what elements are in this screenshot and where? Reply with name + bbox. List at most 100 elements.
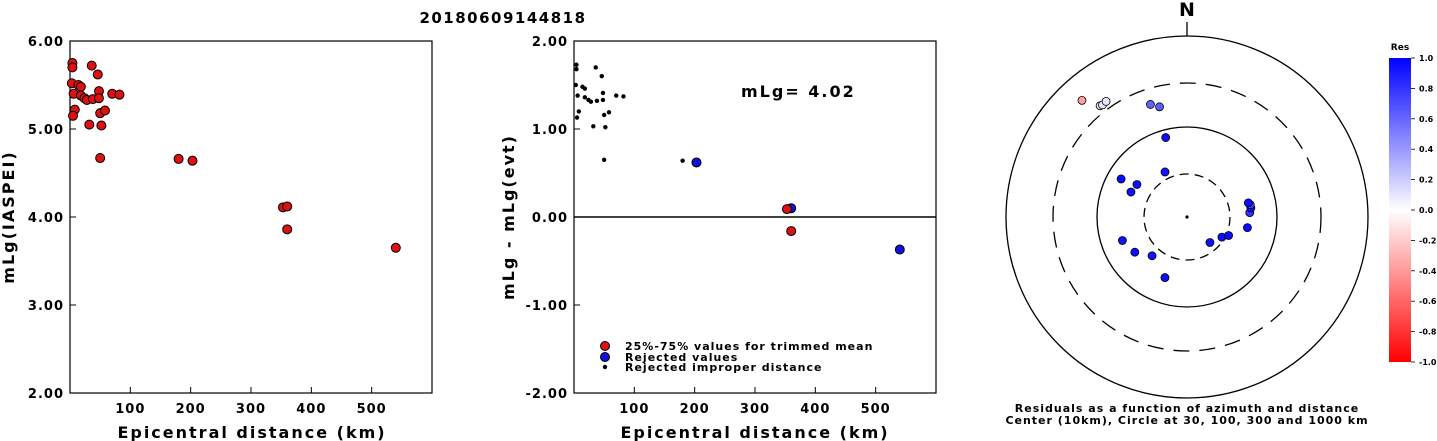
middle-improper-point bbox=[593, 65, 598, 70]
polar-station-point bbox=[1130, 247, 1140, 257]
polar-station-point bbox=[1243, 223, 1252, 233]
middle-legend: 25%-75% values for trimmed mean Rejected… bbox=[600, 340, 873, 374]
middle-improper-point bbox=[582, 95, 588, 100]
middle-improper-point bbox=[621, 94, 626, 99]
legend-rejected-marker bbox=[600, 352, 610, 362]
left-x-tick-label: 300 bbox=[236, 402, 266, 417]
polar-station-point bbox=[1116, 174, 1126, 184]
middle-improper-point bbox=[582, 86, 588, 91]
middle-trimmed-point bbox=[786, 226, 797, 237]
left-data-point bbox=[99, 105, 110, 116]
left-data-point bbox=[282, 224, 293, 235]
left-chart: 100 200 300 400 500 2.00 3.00 4.00 5.00 6.00 Epic… bbox=[0, 35, 433, 441]
ring-30km bbox=[1143, 173, 1231, 261]
middle-improper-point bbox=[574, 115, 580, 120]
north-label: N bbox=[1179, 0, 1195, 21]
polar-station-point bbox=[1118, 236, 1127, 245]
middle-x-tick-label: 400 bbox=[800, 402, 830, 417]
colorbar-tick-label: 0.6 bbox=[1419, 115, 1434, 124]
center-marker bbox=[1185, 215, 1189, 219]
colorbar-gradient bbox=[1389, 58, 1411, 362]
middle-improper-point bbox=[600, 90, 606, 96]
left-x-tick-label: 100 bbox=[115, 402, 145, 417]
left-x-tick-label: 500 bbox=[357, 402, 387, 417]
colorbar-tick-label: 0.0 bbox=[1419, 206, 1434, 215]
colorbar-tick-label: -0.4 bbox=[1419, 267, 1437, 276]
middle-improper-point bbox=[575, 93, 580, 98]
legend-rejected-label: Rejected values bbox=[625, 351, 738, 364]
left-data-point bbox=[92, 69, 103, 80]
polar-station-point bbox=[1126, 187, 1136, 197]
polar-station-point bbox=[1160, 167, 1170, 177]
ring-300km bbox=[1052, 82, 1322, 352]
polar-station-point bbox=[1155, 102, 1164, 112]
left-data-point bbox=[86, 60, 97, 71]
left-data-point bbox=[93, 93, 104, 104]
middle-point-layer bbox=[573, 62, 905, 255]
middle-improper-point bbox=[574, 62, 579, 67]
polar-station-point bbox=[1146, 100, 1155, 109]
middle-y-tick-label: -2.00 bbox=[526, 387, 568, 402]
left-data-point bbox=[75, 81, 86, 92]
middle-tick-layer: 100 200 300 400 500 -2.00 -1.00 0.00 1.00 2.00 bbox=[526, 35, 891, 417]
middle-y-tick-label: -1.00 bbox=[526, 299, 568, 314]
left-data-point bbox=[67, 62, 78, 73]
middle-rejected-point bbox=[894, 244, 905, 255]
colorbar-tick-layer: 1.0 0.8 0.6 0.4 0.2 0.0 -0.2 -0.4 -0.6 -0.8 -1.0 bbox=[1411, 54, 1437, 367]
left-data-point bbox=[68, 110, 79, 121]
middle-improper-point bbox=[576, 109, 582, 114]
middle-x-tick-label: 500 bbox=[861, 402, 891, 417]
left-y-tick-label: 3.00 bbox=[28, 299, 64, 314]
polar-station-point bbox=[1243, 198, 1253, 208]
polar-station-point bbox=[1160, 273, 1170, 282]
polar-station-point bbox=[1147, 251, 1157, 261]
colorbar-tick-label: -0.8 bbox=[1419, 328, 1437, 337]
middle-x-axis-label: Epicentral distance (km) bbox=[620, 423, 889, 441]
middle-improper-point bbox=[588, 99, 594, 104]
legend-improper-label: Rejected improper distance bbox=[625, 361, 822, 374]
left-y-tick-label: 2.00 bbox=[28, 387, 64, 402]
middle-improper-point bbox=[594, 98, 600, 104]
left-data-point bbox=[96, 120, 107, 131]
middle-annotation-mlg: mLg= 4.02 bbox=[741, 82, 856, 101]
polar-station-point bbox=[1161, 133, 1171, 142]
middle-y-tick-label: 0.00 bbox=[532, 211, 568, 226]
middle-x-tick-label: 200 bbox=[680, 402, 710, 417]
colorbar-tick-label: -1.0 bbox=[1419, 358, 1437, 367]
left-x-axis-label: Epicentral distance (km) bbox=[117, 423, 386, 441]
middle-improper-point bbox=[601, 157, 607, 162]
colorbar-tick-label: -0.6 bbox=[1419, 297, 1437, 306]
colorbar: Res 1.0 0.8 0.6 0.4 0.2 0.0 -0.2 -0.4 -0.6 -0.8 -1… bbox=[1389, 43, 1437, 367]
middle-x-tick-label: 300 bbox=[740, 402, 770, 417]
left-point-layer bbox=[66, 58, 401, 253]
colorbar-tick-label: -0.2 bbox=[1419, 236, 1437, 245]
legend-improper-marker bbox=[602, 364, 608, 370]
ring-1000km bbox=[1005, 35, 1369, 399]
left-data-point bbox=[390, 242, 401, 253]
left-data-point bbox=[173, 153, 184, 164]
middle-improper-point bbox=[599, 74, 604, 79]
colorbar-title: Res bbox=[1391, 43, 1409, 53]
left-data-point bbox=[282, 201, 293, 212]
left-y-tick-label: 6.00 bbox=[28, 35, 64, 50]
middle-improper-point bbox=[606, 110, 612, 115]
middle-rejected-point bbox=[691, 157, 702, 168]
ring-100km bbox=[1096, 126, 1278, 308]
colorbar-tick-label: 1.0 bbox=[1419, 54, 1434, 63]
left-y-axis-label: mLg(IASPEI) bbox=[0, 150, 18, 283]
middle-improper-point bbox=[600, 97, 606, 103]
legend-trimmed-label: 25%-75% values for trimmed mean bbox=[625, 340, 873, 353]
left-data-point bbox=[84, 119, 95, 130]
left-y-tick-label: 5.00 bbox=[28, 123, 64, 138]
polar-station-point bbox=[1077, 95, 1087, 105]
polar-caption-line-2: Center (10km), Circle at 30, 100, 300 an… bbox=[1005, 414, 1368, 427]
left-y-tick-label: 4.00 bbox=[28, 211, 64, 226]
polar-chart: N Residuals as a function of azimuth and… bbox=[1005, 0, 1369, 427]
left-x-tick-label: 400 bbox=[296, 402, 326, 417]
middle-y-axis-label: mLg - mLg(evt) bbox=[499, 134, 518, 300]
left-x-tick-label: 200 bbox=[176, 402, 206, 417]
polar-station-point bbox=[1101, 97, 1111, 106]
polar-station-point bbox=[1132, 180, 1142, 189]
colorbar-tick-label: 0.8 bbox=[1419, 84, 1434, 93]
